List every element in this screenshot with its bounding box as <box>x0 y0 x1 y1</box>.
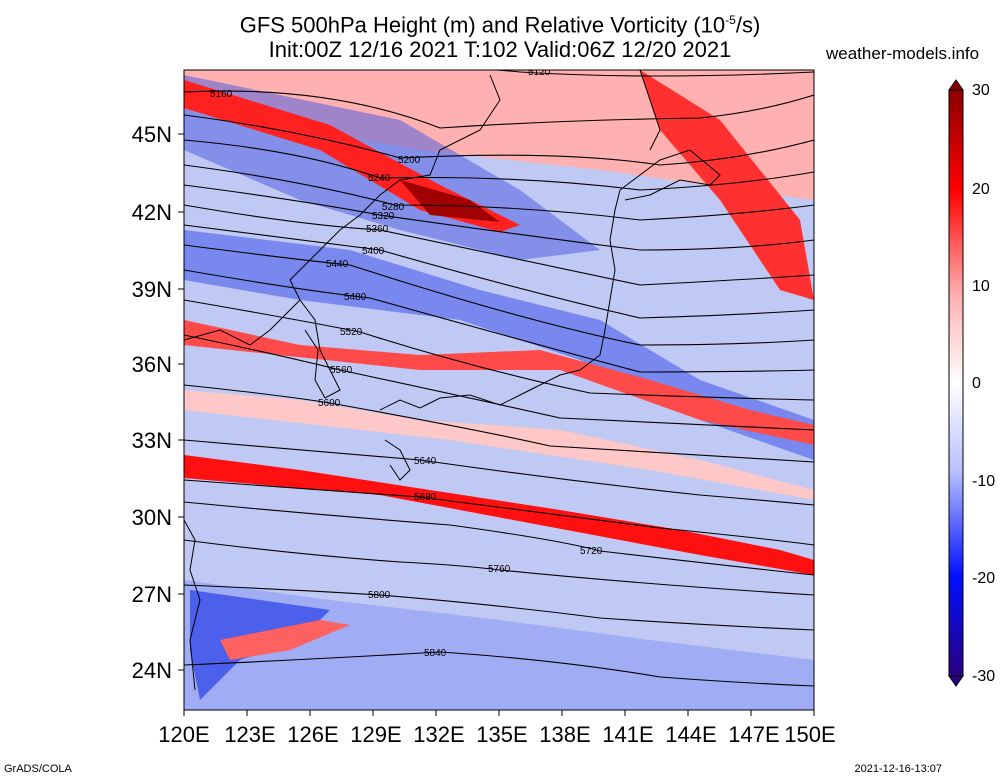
colorbar-label: -20 <box>972 570 996 587</box>
contour-label-5160: 5160 <box>210 89 233 100</box>
axis-ticks <box>178 133 815 716</box>
lon-label: 126E <box>287 722 339 747</box>
lon-label: 120E <box>158 722 210 747</box>
coastline-china-east <box>184 519 201 691</box>
contour-label-5720: 5720 <box>580 546 603 557</box>
contour-label-5240: 5240 <box>368 173 391 184</box>
coastlines <box>184 70 721 691</box>
colorbar-top-arrow <box>948 79 964 91</box>
lat-label: 39N <box>131 277 172 302</box>
title-text: GFS 500hPa Height (m) and Relative Vorti… <box>239 12 726 38</box>
lon-label: 147E <box>728 722 780 747</box>
contour-label-5400: 5400 <box>362 246 385 257</box>
lat-label: 45N <box>131 122 172 147</box>
coastline-kyushu <box>384 439 411 481</box>
contour-line <box>184 184 814 251</box>
lon-label: 132E <box>413 722 465 747</box>
contour-line <box>184 164 814 221</box>
vorticity-band <box>400 180 500 222</box>
site-credit: weather-models.info <box>826 44 980 63</box>
vorticity-band <box>184 390 814 500</box>
contour-label-5600: 5600 <box>318 398 341 409</box>
colorbar-label: -30 <box>972 668 996 685</box>
contour-label-5200: 5200 <box>398 155 421 166</box>
lat-label: 36N <box>131 352 172 377</box>
contour-label-5800: 5800 <box>368 590 391 601</box>
colorbar <box>948 89 964 677</box>
contour-line <box>184 501 814 576</box>
lat-label: 33N <box>131 428 172 453</box>
footer-credit: GrADS/COLA <box>4 763 72 775</box>
contour-label-5360: 5360 <box>366 224 389 235</box>
contour-label-5480: 5480 <box>344 292 367 303</box>
contour-labels: 5120 5160 5200 5240 5280 5320 5360 5400 … <box>210 67 603 659</box>
lon-label: 150E <box>784 722 836 747</box>
contour-line <box>184 269 814 373</box>
contour-line <box>184 439 814 506</box>
vorticity-band <box>640 70 814 300</box>
contour-line <box>184 224 814 319</box>
contour-label-5280: 5280 <box>382 202 405 213</box>
coastline-japan <box>379 189 621 411</box>
contour-label-5120: 5120 <box>528 67 551 78</box>
contour-label-5680: 5680 <box>414 492 437 503</box>
contour-label-5640: 5640 <box>414 456 437 467</box>
colorbar-label: 0 <box>972 375 981 392</box>
lat-label: 27N <box>131 582 172 607</box>
colorbar-label: 10 <box>972 278 990 295</box>
vorticity-band <box>184 230 814 460</box>
plot-area: 5120 5160 5200 5240 5280 5320 5360 5400 … <box>184 67 814 710</box>
colorbar-label: 30 <box>972 82 990 99</box>
lon-label: 135E <box>476 722 528 747</box>
contour-line <box>184 479 814 546</box>
lat-label: 24N <box>131 658 172 683</box>
contour-line <box>184 204 814 286</box>
contour-label-5520: 5520 <box>340 327 363 338</box>
vorticity-band <box>184 320 814 445</box>
contour-label-5320: 5320 <box>372 211 395 222</box>
contour-line <box>184 384 814 463</box>
contour-label-5560: 5560 <box>330 365 353 376</box>
contour-line <box>184 90 814 129</box>
lon-label: 138E <box>539 722 591 747</box>
vorticity-band <box>220 620 350 660</box>
vorticity-band <box>184 455 814 575</box>
coastline-sakhalin <box>639 70 661 151</box>
lon-label: 129E <box>350 722 402 747</box>
contour-line <box>184 334 814 431</box>
contour-line <box>184 70 814 77</box>
chart-title-line-1: GFS 500hPa Height (m) and Relative Vorti… <box>140 8 860 37</box>
contour-line <box>184 584 814 631</box>
height-contours <box>184 70 814 687</box>
coastline-hokkaido <box>619 149 721 201</box>
coastline-korea <box>299 299 341 399</box>
contour-line <box>184 244 814 346</box>
lon-label: 144E <box>665 722 717 747</box>
coastline-asia <box>184 74 501 346</box>
colorbar-label: -10 <box>972 473 996 490</box>
colorbar-label: 20 <box>972 181 990 198</box>
title-exponent: -5 <box>725 13 736 27</box>
lat-label: 30N <box>131 505 172 530</box>
contour-line <box>184 539 814 596</box>
contour-line <box>184 651 814 687</box>
lon-label: 123E <box>224 722 276 747</box>
contour-line <box>184 139 814 191</box>
title-unit: /s) <box>735 12 761 38</box>
contour-label-5440: 5440 <box>326 259 349 270</box>
footer-timestamp: 2021-12-16-13:07 <box>854 763 942 775</box>
vorticity-band <box>184 580 814 710</box>
lon-label: 141E <box>602 722 654 747</box>
colorbar-bottom-arrow <box>948 675 964 687</box>
lat-label: 42N <box>131 200 172 225</box>
contour-line <box>184 114 814 166</box>
contour-line <box>184 299 814 401</box>
contour-label-5760: 5760 <box>488 564 511 575</box>
chart-title-line-2: Init:00Z 12/16 2021 T:102 Valid:06Z 12/2… <box>268 37 732 62</box>
contour-label-5840: 5840 <box>424 648 447 659</box>
